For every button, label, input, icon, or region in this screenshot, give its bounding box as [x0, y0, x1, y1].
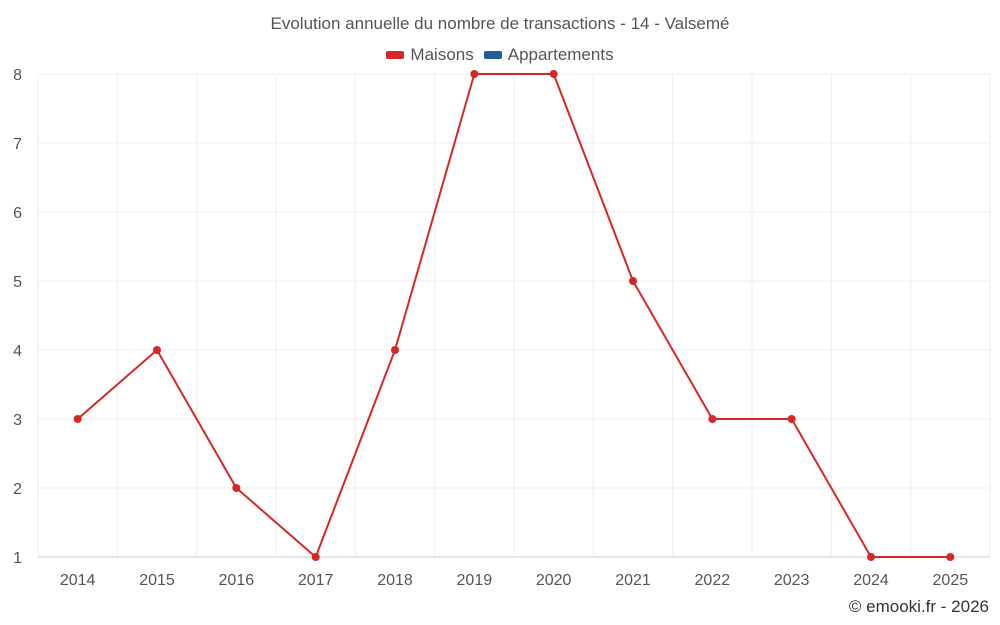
- legend-item-maisons[interactable]: Maisons: [386, 45, 474, 65]
- data-point[interactable]: [311, 553, 320, 561]
- x-tick-label: 2020: [536, 572, 572, 589]
- y-tick-label: 6: [13, 205, 22, 222]
- data-point[interactable]: [232, 484, 241, 492]
- legend: Maisons Appartements: [0, 45, 1000, 65]
- y-tick-label: 1: [13, 550, 22, 567]
- data-point[interactable]: [73, 415, 82, 423]
- data-point[interactable]: [549, 70, 558, 78]
- series-layer: [73, 70, 955, 561]
- legend-swatch-maisons: [386, 51, 405, 59]
- grid: [37, 73, 991, 558]
- data-point[interactable]: [708, 415, 717, 423]
- y-tick-label: 4: [13, 343, 22, 360]
- y-tick-label: 8: [13, 67, 22, 84]
- data-point[interactable]: [391, 346, 399, 354]
- x-tick-label: 2018: [377, 572, 413, 589]
- y-tick-label: 5: [13, 274, 22, 291]
- legend-swatch-appartements: [483, 51, 502, 59]
- y-tick-label: 2: [13, 481, 22, 498]
- x-tick-label: 2023: [774, 572, 810, 589]
- x-tick-label: 2022: [695, 572, 731, 589]
- series-line-maisons: [77, 73, 951, 558]
- x-tick-label: 2016: [219, 572, 255, 589]
- data-point[interactable]: [787, 415, 796, 423]
- credit-text: © emooki.fr - 2026: [848, 597, 989, 616]
- legend-item-appartements[interactable]: Appartements: [483, 45, 614, 65]
- data-point[interactable]: [867, 553, 875, 561]
- legend-label-appartements: Appartements: [507, 45, 614, 64]
- x-tick-label: 2015: [139, 572, 175, 589]
- data-point[interactable]: [470, 70, 479, 78]
- x-tick-label: 2025: [933, 572, 969, 589]
- x-tick-label: 2021: [615, 572, 651, 589]
- x-tick-label: 2014: [60, 572, 96, 589]
- x-tick-label: 2024: [853, 572, 889, 589]
- data-point[interactable]: [629, 277, 637, 285]
- y-tick-label: 3: [13, 412, 22, 429]
- axes: 1 2 3 4 5 6 7 8 2014 2015 2016 2017 2018 2019 2020 2021…: [13, 67, 968, 589]
- x-tick-label: 2019: [457, 572, 493, 589]
- data-point[interactable]: [946, 553, 955, 561]
- x-tick-label: 2017: [298, 572, 334, 589]
- chart-title: Evolution annuelle du nombre de transact…: [270, 14, 730, 33]
- data-point[interactable]: [153, 346, 161, 354]
- legend-label-maisons: Maisons: [410, 45, 474, 64]
- y-tick-label: 7: [13, 136, 22, 153]
